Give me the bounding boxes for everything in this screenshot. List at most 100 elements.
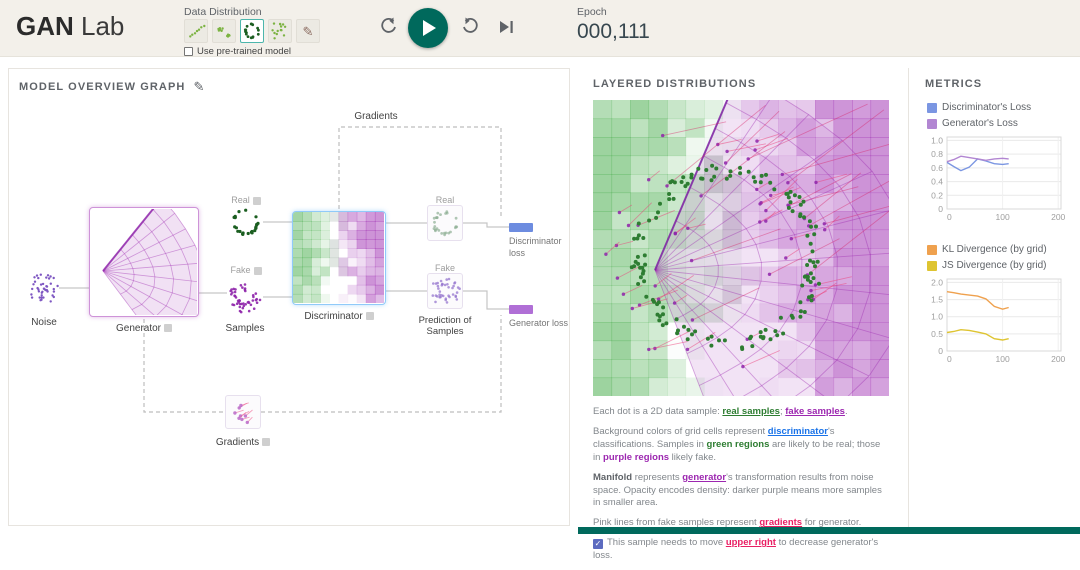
gradients-link[interactable]: gradients [759, 517, 803, 529]
distributions-canvas [593, 100, 889, 396]
distribution-draw-button[interactable]: ✎ [296, 19, 320, 43]
discriminator-loss-bar [509, 223, 533, 232]
fake-samples-icon[interactable] [227, 279, 263, 315]
legend-item: Discriminator's Loss [927, 102, 1031, 113]
ring-distribution-icon [243, 22, 260, 40]
scatter-distribution-icon [271, 22, 287, 40]
gradients-top-label: Gradients [354, 111, 398, 122]
generator-link[interactable]: generator [682, 471, 727, 483]
epoch-label: Epoch [577, 6, 607, 18]
svg-text:0: 0 [947, 212, 952, 222]
svg-text:200: 200 [1051, 212, 1065, 222]
pretrained-model-toggle[interactable]: Use pre-trained model [184, 46, 291, 57]
pretrained-label: Use pre-trained model [197, 46, 291, 57]
svg-text:1.0: 1.0 [931, 312, 943, 322]
skip-next-button[interactable] [494, 14, 520, 40]
gradients-node[interactable] [225, 395, 261, 429]
svg-text:0.6: 0.6 [931, 163, 943, 173]
upper-right-link[interactable]: upper right [725, 537, 776, 549]
footer-bar [578, 527, 1080, 534]
distribution-ring-button[interactable] [240, 19, 264, 43]
generator-label: Generator [89, 323, 199, 334]
play-icon [422, 20, 436, 36]
reset-button[interactable] [376, 14, 402, 40]
viz-captions: Each dot is a 2D data sample: real sampl… [593, 406, 889, 570]
epoch-value: 000,111 [577, 20, 650, 43]
discriminator-link[interactable]: discriminator [767, 425, 828, 437]
layered-distributions-title: LAYERED DISTRIBUTIONS [593, 78, 757, 90]
svg-text:1.0: 1.0 [931, 135, 943, 145]
step-icon [463, 17, 478, 33]
generator-loss-bar [509, 305, 533, 314]
metrics-title: METRICS [925, 78, 983, 90]
svg-text:0: 0 [938, 204, 943, 214]
edit-icon[interactable] [365, 312, 374, 321]
discriminator-label: Discriminator [292, 311, 386, 322]
distribution-scatter-button[interactable] [268, 19, 292, 43]
edit-icon[interactable] [164, 324, 173, 333]
distribution-line-button[interactable] [184, 19, 208, 43]
svg-text:0.5: 0.5 [931, 329, 943, 339]
prediction-fake-icon [431, 277, 461, 304]
noise-label: Noise [31, 317, 57, 328]
app-title-light: Lab [81, 11, 125, 41]
generator-loss-swatch [927, 118, 937, 129]
panel-divider [908, 68, 909, 527]
pretrained-checkbox[interactable] [184, 47, 193, 56]
discriminator-loss-swatch [927, 102, 937, 113]
legend-item: JS Divergence (by grid) [927, 260, 1047, 271]
svg-text:0: 0 [938, 346, 943, 356]
reset-icon [381, 17, 396, 33]
generator-manifold-icon [102, 209, 197, 315]
step-button[interactable] [457, 14, 483, 40]
prediction-real-node[interactable] [427, 205, 463, 241]
generator-loss-label: Generator loss [509, 318, 569, 328]
data-distribution-picker: ✎ [184, 19, 320, 43]
gradients-icon [233, 402, 253, 425]
caption-background: Background colors of grid cells represen… [593, 425, 881, 463]
data-distribution-label: Data Distribution [184, 6, 262, 18]
caption-dots: Each dot is a 2D data sample: real sampl… [593, 406, 848, 417]
app-title: GAN Lab [16, 11, 124, 42]
noise-icon[interactable] [29, 273, 59, 303]
generator-node[interactable] [89, 207, 199, 317]
gradient-toggle-checkbox[interactable] [593, 539, 603, 550]
model-overview-title: MODEL OVERVIEW GRAPH [19, 81, 186, 93]
fake-samples-link[interactable]: fake samples [785, 406, 845, 417]
discriminator-node[interactable] [292, 211, 386, 305]
visibility-toggle-icon[interactable] [253, 266, 262, 275]
caption-sample-hint: This sample needs to move upper right to… [593, 537, 889, 563]
caption-manifold: Manifold represents generator's transfor… [593, 471, 882, 509]
js-divergence-swatch [927, 260, 937, 271]
svg-text:200: 200 [1051, 354, 1065, 364]
epoch-display: Epoch 000,111 [577, 6, 650, 44]
real-input-label: Real [223, 195, 269, 205]
metrics-panel: METRICS Discriminator's Loss Generator's… [915, 68, 1080, 526]
layered-distributions-panel: LAYERED DISTRIBUTIONS Each dot is a 2D d… [585, 68, 905, 561]
discriminator-heatmap-icon [293, 212, 384, 303]
real-samples-link[interactable]: real samples [722, 406, 780, 417]
header: GAN Lab Data Distribution ✎ Use pre-trai… [0, 0, 1080, 57]
fake-output-label: Fake [434, 263, 455, 273]
visibility-toggle-icon[interactable] [252, 196, 261, 205]
svg-text:0: 0 [947, 354, 952, 364]
svg-text:1.5: 1.5 [931, 295, 943, 305]
play-button[interactable] [408, 8, 448, 48]
pencil-icon: ✎ [302, 23, 314, 39]
real-samples-icon[interactable] [229, 205, 263, 239]
prediction-label: Prediction of Samples [418, 315, 472, 338]
visibility-toggle-icon[interactable] [262, 438, 271, 447]
distribution-clusters-button[interactable] [212, 19, 236, 43]
model-overview-panel: MODEL OVERVIEW GRAPH ✎ Gradients Noise G… [8, 68, 570, 526]
layered-distributions-viz [593, 100, 889, 396]
svg-text:0.4: 0.4 [931, 177, 943, 187]
caption-gradients: Pink lines from fake samples represent g… [593, 517, 862, 529]
svg-text:0.2: 0.2 [931, 190, 943, 200]
prediction-real-icon [432, 210, 459, 237]
real-output-label: Real [435, 195, 455, 205]
line-distribution-icon [189, 24, 206, 38]
svg-text:100: 100 [996, 354, 1010, 364]
edit-model-icon[interactable]: ✎ [193, 79, 205, 94]
prediction-fake-node[interactable] [427, 273, 463, 309]
svg-text:0.8: 0.8 [931, 149, 943, 159]
